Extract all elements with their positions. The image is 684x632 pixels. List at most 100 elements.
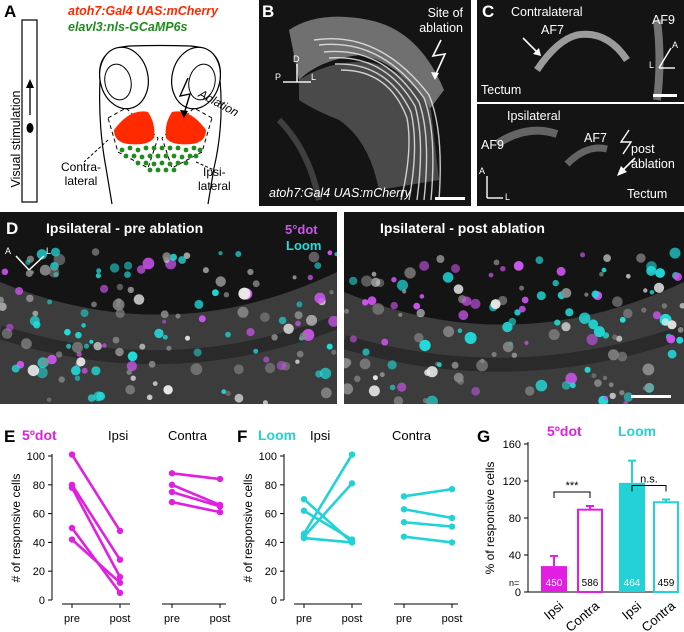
cell-nucleus bbox=[109, 263, 120, 273]
ablation-bolt bbox=[178, 77, 192, 115]
cell-nucleus bbox=[76, 357, 86, 367]
pair-line bbox=[403, 520, 453, 528]
cell-nucleus bbox=[46, 397, 52, 403]
chart-e: 0 20 40 60 80 100 # of responsive cells pre post… bbox=[9, 451, 230, 625]
cell-nucleus bbox=[397, 279, 408, 291]
ipsilateral-text: Ipsilateral bbox=[507, 109, 561, 123]
cell-nucleus bbox=[112, 298, 125, 311]
panel-b-image: Site of ablation D P L atoh7:Gal4 UAS:mCh… bbox=[259, 0, 471, 206]
cell-nucleus bbox=[142, 257, 155, 270]
cell-nucleus bbox=[535, 256, 544, 264]
post-ablation-arrow bbox=[617, 129, 636, 176]
cell-nucleus bbox=[565, 308, 574, 317]
y-tick-label: 40 bbox=[265, 537, 277, 549]
panel-c-bottom-image: Ipsilateral AF9 AF7 post ablation Tectum … bbox=[477, 104, 684, 206]
cell-nucleus bbox=[422, 398, 428, 404]
cell-nucleus bbox=[626, 274, 631, 279]
y-axis-label: # of responsive cells bbox=[9, 474, 23, 583]
cell-nucleus bbox=[502, 341, 514, 353]
cell-nucleus bbox=[588, 319, 599, 330]
cell-nucleus bbox=[442, 272, 454, 283]
panel-e-title: 5ºdot bbox=[22, 427, 57, 443]
y-tick-label: 80 bbox=[265, 480, 277, 492]
cell-nucleus bbox=[146, 394, 153, 401]
data-point bbox=[168, 498, 176, 506]
scale-bar-c bbox=[653, 94, 677, 97]
right-eye bbox=[171, 46, 221, 110]
right-tectum-outline bbox=[161, 107, 213, 169]
cell-nucleus bbox=[362, 299, 369, 306]
axis-l-top: L bbox=[649, 60, 655, 70]
cell-nucleus bbox=[193, 348, 202, 357]
data-point bbox=[68, 451, 76, 458]
panel-d-right-title: Ipsilateral - post ablation bbox=[380, 220, 545, 236]
cell-nucleus bbox=[490, 299, 501, 310]
cell-nucleus bbox=[218, 251, 223, 256]
cell-nucleus bbox=[148, 360, 156, 368]
cell-nucleus bbox=[349, 335, 357, 343]
axis-d-label: D bbox=[293, 54, 300, 64]
panel-e-letter: E bbox=[4, 427, 16, 446]
cell-nucleus bbox=[453, 284, 464, 294]
cell-nucleus bbox=[419, 339, 431, 352]
cell-nucleus bbox=[183, 252, 191, 259]
y-tick-label: 20 bbox=[265, 566, 277, 578]
cell-nucleus bbox=[436, 255, 445, 263]
cell-nucleus bbox=[513, 261, 524, 271]
cell-nucleus bbox=[612, 334, 618, 340]
panel-a-letter: A bbox=[4, 2, 17, 21]
cell-nucleus bbox=[295, 320, 301, 327]
cell-nucleus bbox=[617, 351, 628, 362]
cell-nucleus bbox=[215, 276, 226, 287]
x-tick-label: Ipsi bbox=[619, 598, 644, 623]
cell-nucleus bbox=[641, 307, 647, 313]
data-point bbox=[116, 573, 124, 581]
cell-nucleus bbox=[416, 308, 425, 318]
cell-nucleus bbox=[81, 323, 86, 328]
cell-nucleus bbox=[126, 361, 137, 372]
cell-nucleus bbox=[233, 364, 244, 375]
pair-line bbox=[71, 538, 121, 584]
cell-nucleus bbox=[461, 296, 472, 306]
x-tick-label: post bbox=[442, 613, 463, 625]
y-tick-label: 100 bbox=[27, 451, 45, 463]
cell-nucleus bbox=[552, 279, 559, 287]
cell-nucleus bbox=[278, 316, 287, 325]
data-point bbox=[216, 475, 224, 483]
pair-line bbox=[302, 453, 354, 535]
cell-nucleus bbox=[95, 273, 101, 279]
cell-nucleus bbox=[126, 369, 132, 375]
cell-nucleus bbox=[667, 349, 677, 359]
cell-nucleus bbox=[580, 252, 586, 258]
x-tick-label: post bbox=[342, 613, 363, 625]
cell-nucleus bbox=[368, 385, 380, 397]
cell-nucleus bbox=[253, 348, 259, 354]
cell-nucleus bbox=[676, 336, 684, 344]
cell-nucleus bbox=[397, 382, 407, 392]
cell-nucleus bbox=[51, 247, 60, 257]
cell-nucleus bbox=[488, 272, 494, 278]
pair-line bbox=[70, 453, 122, 532]
cell-nucleus bbox=[264, 362, 276, 374]
cell-nucleus bbox=[0, 296, 4, 304]
cell-nucleus bbox=[673, 272, 682, 281]
y-tick-label: 40 bbox=[509, 550, 521, 562]
data-point bbox=[448, 523, 456, 530]
cell-nucleus bbox=[367, 296, 377, 306]
cell-nucleus bbox=[21, 338, 32, 350]
cell-nucleus bbox=[443, 326, 455, 338]
contralateral-text: Contralateral bbox=[511, 5, 583, 19]
axis-a-d: A bbox=[5, 246, 12, 256]
axis-p-label: P bbox=[275, 72, 282, 82]
x-tick-label: pre bbox=[164, 613, 180, 625]
cell-nucleus bbox=[500, 266, 506, 272]
data-point bbox=[116, 589, 124, 596]
data-point bbox=[116, 527, 124, 535]
data-point bbox=[348, 480, 356, 487]
cell-nucleus bbox=[652, 311, 661, 320]
significance-bracket bbox=[553, 491, 591, 498]
cell-nucleus bbox=[372, 303, 385, 315]
cell-nucleus bbox=[349, 276, 358, 286]
axis-l-label: L bbox=[311, 72, 317, 82]
cell-nucleus bbox=[212, 289, 219, 297]
